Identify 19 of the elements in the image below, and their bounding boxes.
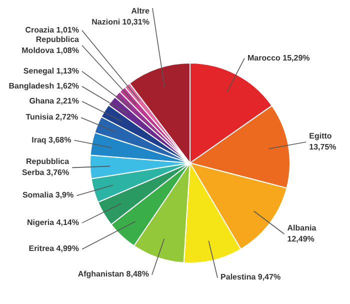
slice-label: Repubblica Serba 3,76% <box>22 157 70 178</box>
data-label: 13,75% <box>309 142 336 152</box>
slice-label: Egitto <box>309 132 332 141</box>
slice-label: Croazia 1,01% <box>25 25 79 34</box>
slice-label: Palestina 9,47% <box>220 272 281 282</box>
data-label: 12,49% <box>287 234 314 244</box>
slice-label: Eritrea 4,99% <box>28 244 79 254</box>
slice-label: Senegal 1,13% <box>23 66 79 76</box>
slice-label: Repubblica Moldova 1,08% <box>22 34 80 55</box>
slice-label: Marocco 15,29% <box>248 53 310 62</box>
slice-label: Somalia 3,9% <box>22 190 74 200</box>
slice-label: Albania <box>287 223 317 232</box>
slice-label: Tunisia 2,72% <box>26 112 78 122</box>
slice-label: Nigeria 4,14% <box>26 218 79 227</box>
slice-label: Ghana 2,21% <box>29 96 79 106</box>
slice-label: Bangladesh 1,62% <box>8 81 79 90</box>
slice-label: Afghanistan 8,48% <box>78 270 149 279</box>
slice-label: Altre Nazioni 10,31% <box>92 6 150 26</box>
slice-label: Iraq 3,68% <box>32 135 72 144</box>
